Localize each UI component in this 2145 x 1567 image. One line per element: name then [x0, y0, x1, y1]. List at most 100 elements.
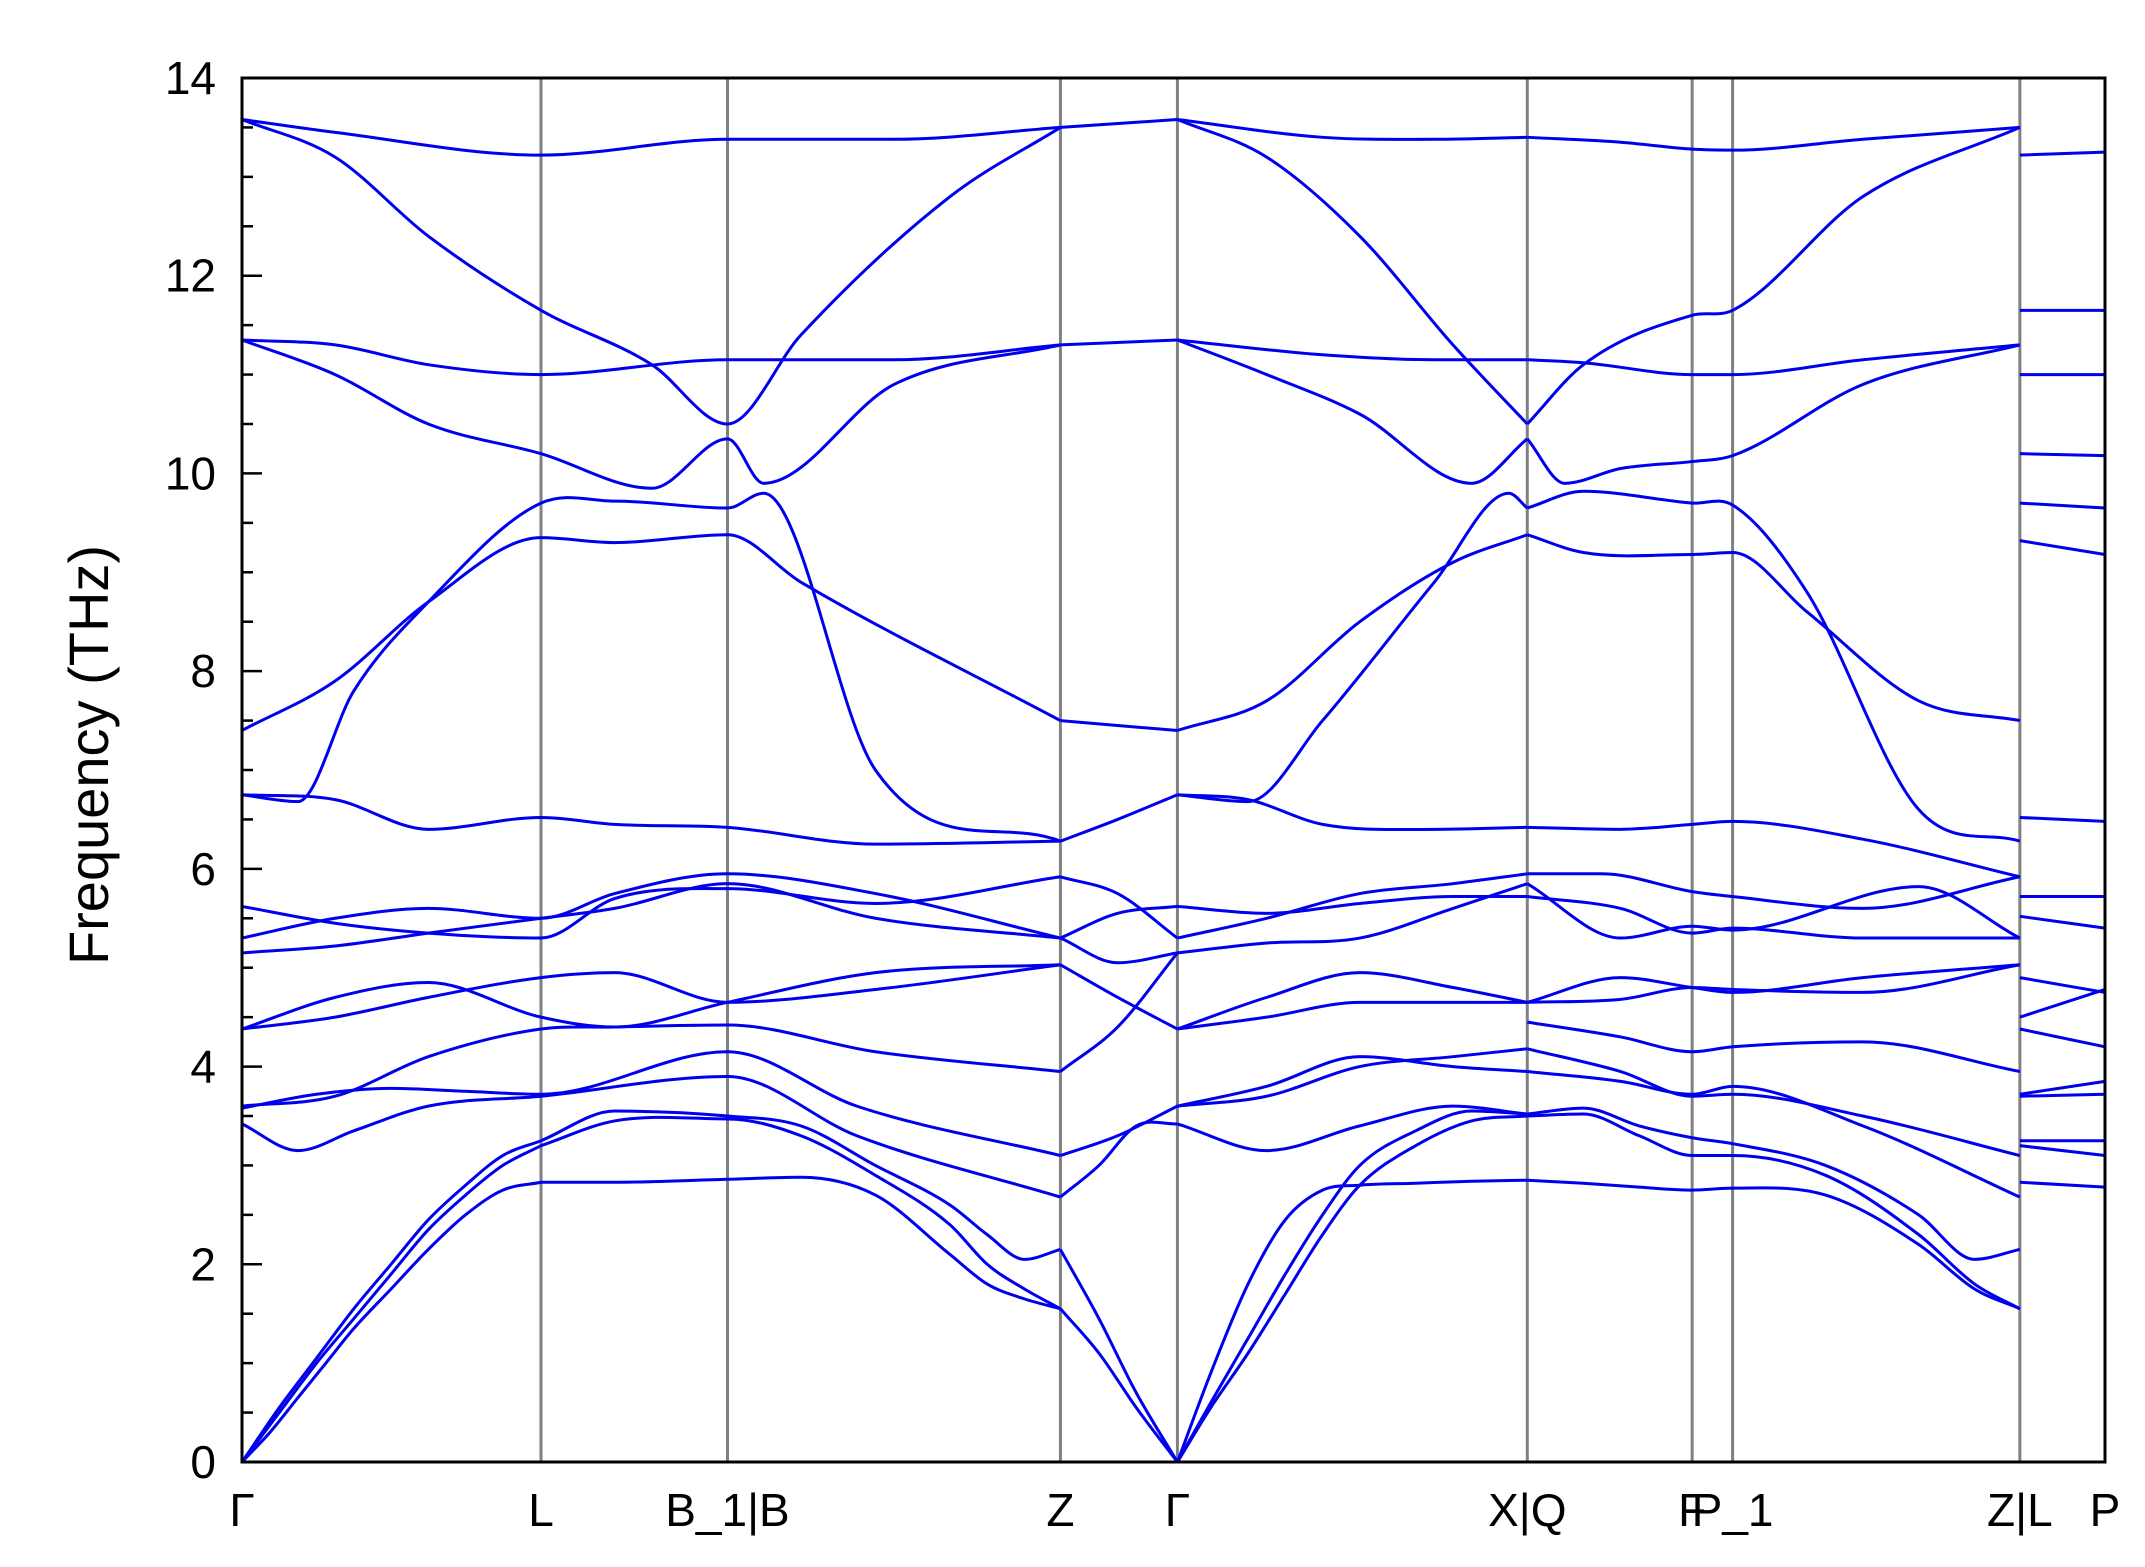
y-axis-ticks	[242, 76, 262, 1464]
phonon-band-line	[1059, 1120, 1178, 1199]
x-tick-label: P	[2090, 1484, 2121, 1536]
y-tick-label: 4	[190, 1041, 216, 1093]
x-tick-label: Z|L	[1987, 1484, 2053, 1536]
high-symmetry-lines	[539, 78, 2022, 1462]
phonon-band-line	[1059, 793, 1178, 843]
phonon-band-line	[2019, 150, 2106, 157]
x-axis-kpoint-labels: Γ L B_1|B Z Γ X|Q FP_1 Z|L P	[229, 1484, 2120, 1536]
phonon-band-line	[241, 1023, 1061, 1108]
phonon-band-line	[2019, 1079, 2106, 1096]
phonon-band-line	[241, 491, 1061, 843]
phonon-band-line	[1177, 338, 1528, 362]
phonon-band-line	[1527, 343, 2021, 377]
phonon-band-line	[1059, 951, 1179, 1073]
phonon-band-line	[241, 118, 1061, 157]
phonon-band-line	[2019, 988, 2106, 1019]
phonon-band-line	[1177, 895, 1528, 915]
phonon-band-line	[2019, 539, 2106, 556]
phonon-band-line	[1176, 533, 1528, 732]
y-axis-label: Frequency (THz)	[57, 545, 120, 965]
phonon-band-line	[240, 1144, 542, 1463]
y-tick-label: 8	[190, 645, 216, 697]
phonon-band-line	[1177, 491, 1529, 804]
phonon-band-line	[2019, 1144, 2106, 1158]
phonon-band-line	[241, 793, 1061, 846]
phonon-band-line	[241, 963, 1061, 1031]
phonon-band-line	[241, 1050, 1061, 1157]
x-tick-label: L	[528, 1484, 554, 1536]
phonon-band-line	[1177, 872, 1528, 940]
x-tick-label: X|Q	[1488, 1484, 1566, 1536]
phonon-band-line	[1059, 1104, 1179, 1157]
phonon-band-line	[1059, 936, 1178, 965]
phonon-band-line	[1526, 489, 2021, 843]
phonon-band-line	[1176, 1178, 1528, 1463]
y-tick-label: 14	[165, 52, 216, 104]
phonon-band-line	[1059, 1307, 1179, 1463]
phonon-band-line	[1526, 882, 2021, 940]
y-tick-label: 6	[190, 843, 216, 895]
phonon-band-line	[241, 118, 1062, 426]
phonon-band-line	[1527, 963, 2021, 1004]
phonon-band-line	[1176, 338, 1529, 485]
phonon-band-line	[241, 533, 1062, 732]
x-tick-label: B_1|B	[665, 1484, 789, 1536]
phonon-band-line	[2019, 914, 2106, 930]
phonon-band-line	[1526, 343, 2021, 485]
phonon-band-line	[1176, 118, 1529, 426]
phonon-band-line	[1059, 1248, 1179, 1463]
phonon-band-line	[1059, 904, 1178, 940]
phonon-band-line	[1176, 1114, 1528, 1463]
x-tick-label: Γ	[229, 1484, 254, 1536]
y-tick-label: 12	[165, 250, 216, 302]
phonon-band-line	[1060, 118, 1178, 129]
phonon-band-line	[1527, 1178, 2021, 1311]
phonon-band-line	[240, 1139, 542, 1463]
phonon-band-line	[1527, 819, 2021, 879]
phonon-band-line	[2019, 976, 2106, 994]
phonon-band-line	[2019, 1180, 2106, 1189]
phonon-band-line	[1059, 963, 1179, 1031]
phonon-band-line	[1526, 963, 2020, 1004]
x-tick-label: P_1	[1692, 1484, 1774, 1536]
phonon-band-line	[1176, 1109, 1528, 1463]
phonon-band-line	[1527, 1070, 2021, 1199]
y-tick-label: 10	[165, 447, 216, 499]
phonon-band-line	[1526, 126, 2021, 426]
plot-frame	[240, 76, 2107, 1464]
phonon-band-line	[1526, 1047, 2021, 1157]
phonon-band-line	[240, 1180, 542, 1464]
phonon-band-line	[2019, 1027, 2106, 1049]
phonon-band-line	[1060, 338, 1178, 347]
phonon-band-line	[2019, 1092, 2106, 1098]
phonon-band-line	[241, 875, 1061, 940]
phonon-band-line	[1527, 895, 2020, 940]
phonon-band-line	[1177, 882, 1528, 955]
phonon-band-line	[1176, 1104, 1528, 1153]
phonon-band-line	[1177, 793, 1528, 832]
phonon-band-line	[2019, 815, 2106, 823]
phonon-band-line	[1527, 1106, 2021, 1261]
phonon-band-line	[1176, 971, 1528, 1031]
phonon-band-line	[1177, 1000, 1528, 1031]
phonon-band-line	[1527, 872, 2021, 910]
y-axis-tick-labels: 0 2 4 6 8 10 12 14	[165, 52, 216, 1488]
phonon-band-line	[241, 1074, 1061, 1199]
x-tick-label: F	[1678, 1484, 1706, 1536]
phonon-band-line	[241, 872, 1061, 940]
phonon-band-line	[1527, 1112, 2021, 1311]
phonon-band-line	[241, 338, 1061, 377]
phonon-band-line	[1060, 719, 1178, 732]
phonon-band-line	[1526, 533, 2021, 723]
x-tick-label: Γ	[1165, 1484, 1190, 1536]
phonon-band-line	[241, 882, 1061, 955]
phonon-band-line	[541, 1175, 1061, 1311]
phonon-band-line	[1177, 1055, 1528, 1108]
phonon-band-line	[241, 963, 1061, 1031]
phonon-band-line	[1177, 118, 1528, 141]
phonon-band-line	[1527, 1020, 2021, 1073]
phonon-band-line	[1059, 875, 1179, 940]
x-tick-label: Z	[1046, 1484, 1074, 1536]
phonon-band-line	[2019, 501, 2106, 510]
